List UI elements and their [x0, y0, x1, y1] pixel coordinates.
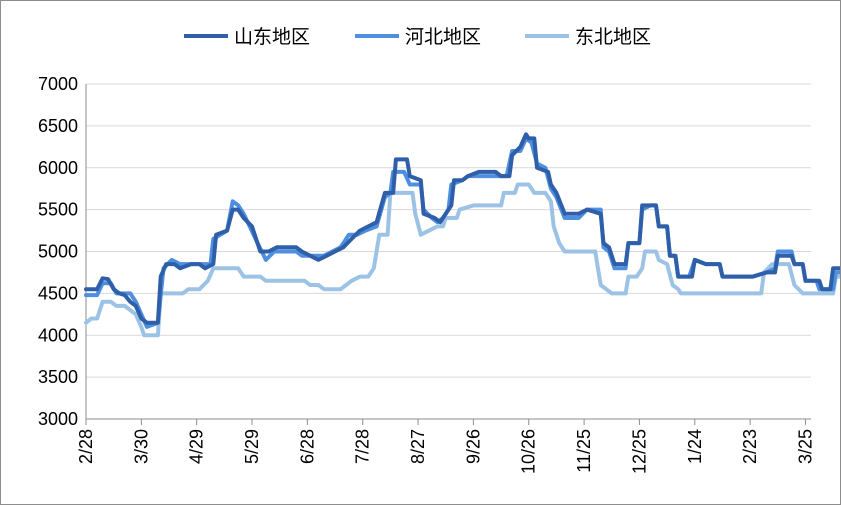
y-tick-label: 4500 — [38, 283, 78, 303]
axes: 3000 3500 4000 4500 5000 5500 6000 6500 7000 2/28… — [38, 74, 816, 474]
x-tick-label: 11/25 — [574, 429, 594, 473]
series-lines — [84, 132, 841, 338]
legend-label: 河北地区 — [405, 26, 481, 48]
x-tick-label: 12/25 — [629, 429, 649, 474]
x-tick-label: 5/29 — [242, 429, 262, 464]
series-line-2 — [84, 136, 841, 329]
x-tick-label: 6/28 — [297, 429, 317, 464]
legend-label: 东北地区 — [575, 26, 651, 48]
y-tick-label: 5500 — [38, 200, 78, 220]
series-line-3 — [84, 182, 841, 338]
x-tick-label: 9/26 — [463, 429, 483, 464]
x-tick-label: 7/28 — [353, 429, 373, 464]
series-line-1 — [84, 132, 841, 325]
y-tick-label: 3000 — [38, 409, 78, 429]
x-tick-label: 3/25 — [795, 429, 815, 464]
y-tick-label: 7000 — [38, 74, 78, 94]
x-tick-label: 10/26 — [519, 429, 539, 474]
y-tick-label: 6000 — [38, 158, 78, 178]
x-tick-label: 8/27 — [408, 429, 428, 464]
x-tick-label: 2/28 — [76, 429, 96, 464]
legend: 山东地区 河北地区 东北地区 — [184, 26, 651, 48]
x-tick-label: 2/23 — [740, 429, 760, 464]
y-tick-label: 5000 — [38, 242, 78, 262]
gridlines — [86, 83, 811, 378]
y-tick-label: 3500 — [38, 367, 78, 387]
x-tick-label: 3/30 — [131, 429, 151, 464]
y-tick-label: 4000 — [38, 325, 78, 345]
y-tick-label: 6500 — [38, 116, 78, 136]
x-tick-label: 4/29 — [187, 429, 207, 464]
x-tick-label: 1/24 — [685, 429, 705, 464]
legend-label: 山东地区 — [234, 26, 310, 48]
